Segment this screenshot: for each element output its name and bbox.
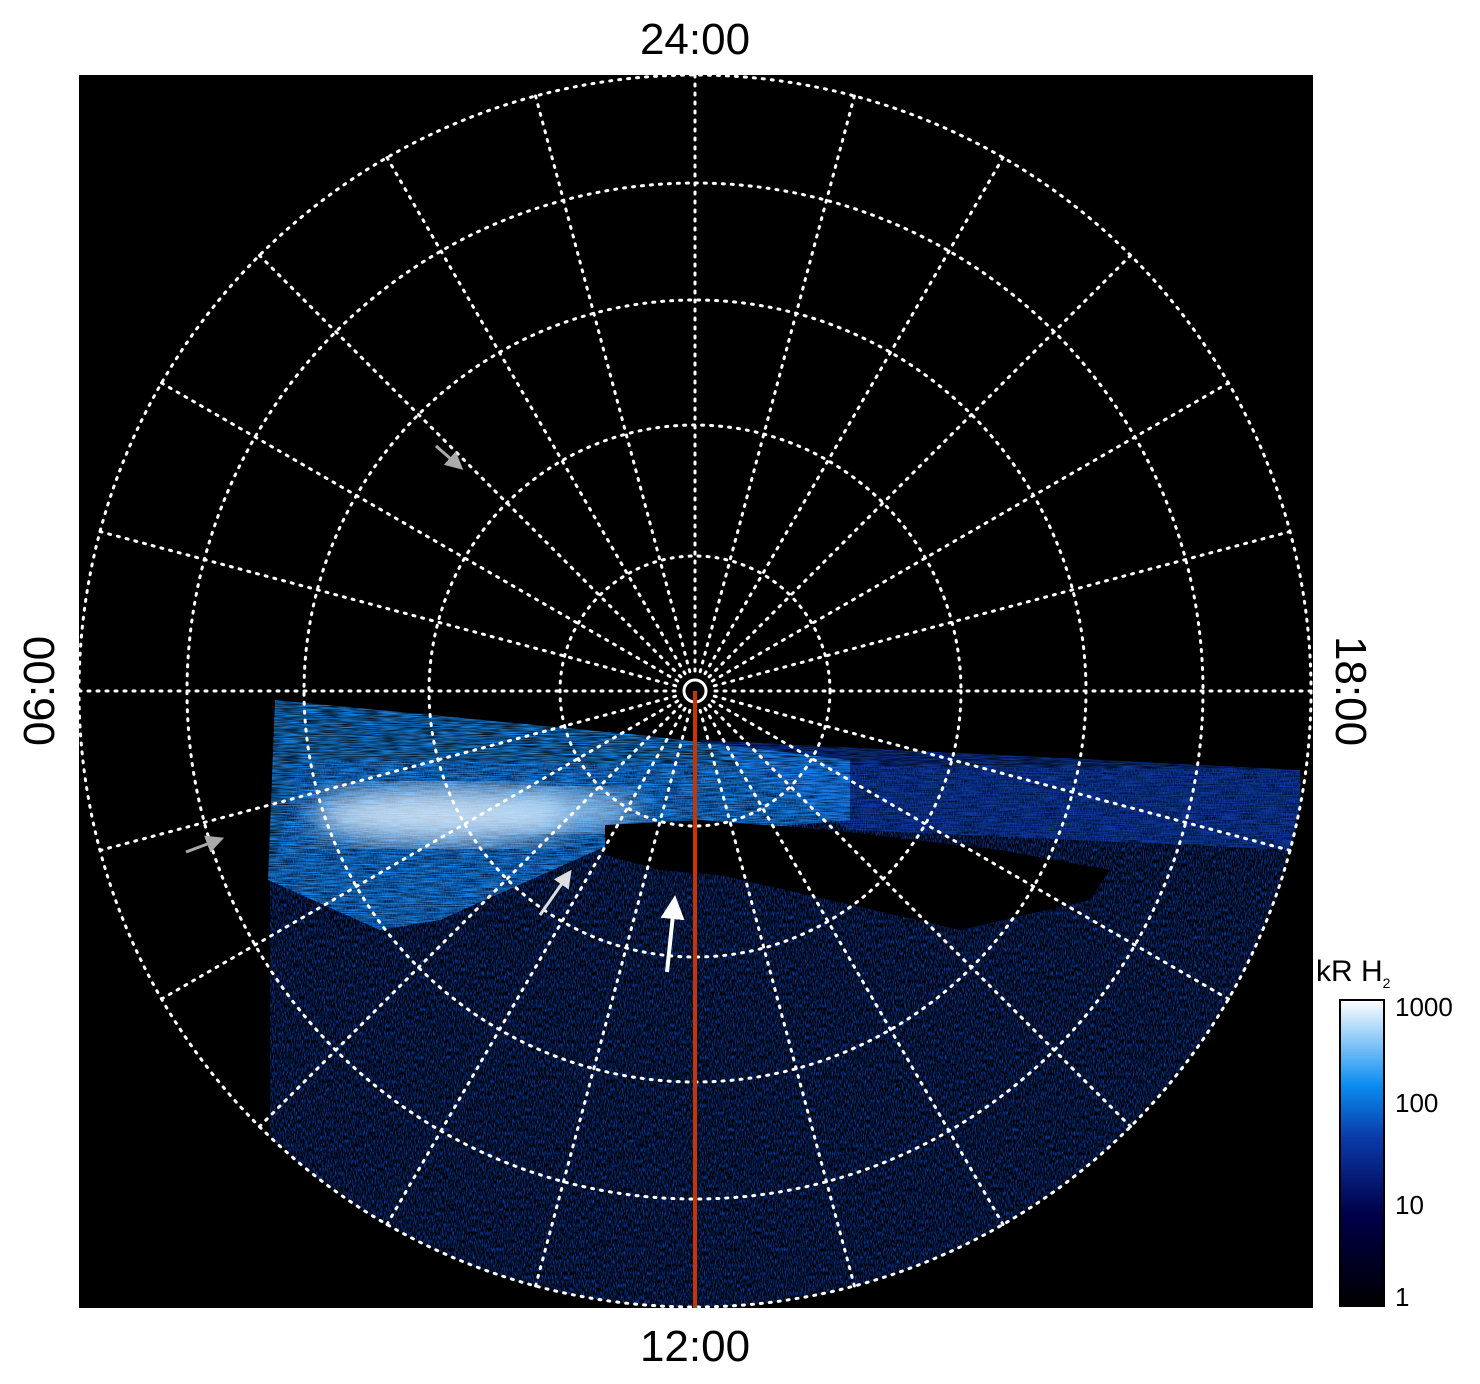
colorbar-tick: 100 [1395, 1088, 1439, 1118]
colorbar-tick: 1000 [1395, 992, 1453, 1022]
local-time-meridian [534, 94, 692, 674]
bright-spot [500, 790, 640, 830]
colorbar-tick: 1 [1395, 1282, 1410, 1312]
local-time-meridian [257, 253, 683, 679]
local-time-meridian [98, 530, 678, 688]
local-time-meridian [703, 706, 1005, 1226]
colorbar-unit-subscript: 2 [1382, 975, 1391, 991]
local-time-meridian [385, 706, 687, 1226]
colorbar [1339, 999, 1385, 1307]
local-time-meridian [160, 381, 680, 683]
arrow-icon [185, 835, 225, 854]
local-time-meridian [98, 694, 678, 852]
local-time-meridian [712, 530, 1292, 688]
local-time-meridian [534, 708, 692, 1288]
latitude-circle [558, 554, 832, 828]
local-time-meridian [712, 694, 1292, 852]
local-time-meridian [707, 703, 1133, 1129]
local-time-meridian [698, 94, 856, 674]
arrow-icon [435, 444, 464, 470]
local-time-label-24: 24:00 [639, 15, 751, 64]
local-time-meridian [710, 381, 1230, 683]
arrow-icon [660, 895, 685, 973]
colorbar-title: kR H2 [1316, 955, 1390, 991]
local-time-meridian [707, 253, 1133, 679]
colorbar-tick: 10 [1395, 1190, 1424, 1220]
dark-region [605, 820, 1110, 930]
local-time-meridian [698, 708, 856, 1288]
local-time-meridian [257, 703, 683, 1129]
local-time-meridian [385, 156, 687, 676]
local-time-meridian [160, 699, 680, 1001]
arrow-icon [538, 869, 572, 916]
local-time-label-12: 12:00 [639, 1322, 751, 1371]
colorbar-unit: kR H [1316, 955, 1383, 988]
local-time-meridian [703, 156, 1005, 676]
local-time-meridian [710, 699, 1230, 1001]
